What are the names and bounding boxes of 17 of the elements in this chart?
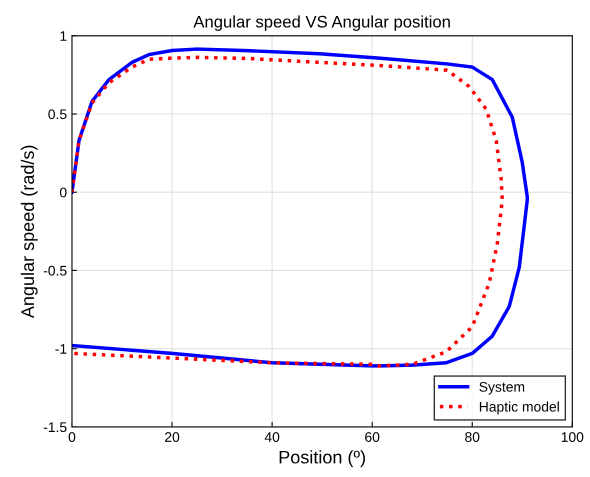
legend-label: System <box>479 382 524 395</box>
y-tick-label: -1.5 <box>44 422 67 432</box>
x-tick-label: 0 <box>68 432 76 442</box>
chart-title: Angular speed VS Angular position <box>193 15 450 31</box>
x-axis-title: Position (º) <box>280 450 365 468</box>
x-tick-label: 20 <box>165 432 180 442</box>
x-tick-label: 40 <box>264 432 280 442</box>
y-axis-title: Angular speed (rad/s) <box>20 146 38 318</box>
y-tick-label: 0.5 <box>48 109 67 120</box>
x-tick-label: 100 <box>562 432 584 442</box>
x-tick-label: 80 <box>465 432 480 442</box>
legend-label: Haptic model <box>480 401 559 414</box>
y-tick-label: 1 <box>60 31 66 41</box>
x-tick-label: 60 <box>365 432 380 442</box>
y-tick-label: -0.5 <box>44 266 67 276</box>
y-tick-label: -1 <box>55 344 66 354</box>
y-tick-label: 0 <box>60 188 67 198</box>
